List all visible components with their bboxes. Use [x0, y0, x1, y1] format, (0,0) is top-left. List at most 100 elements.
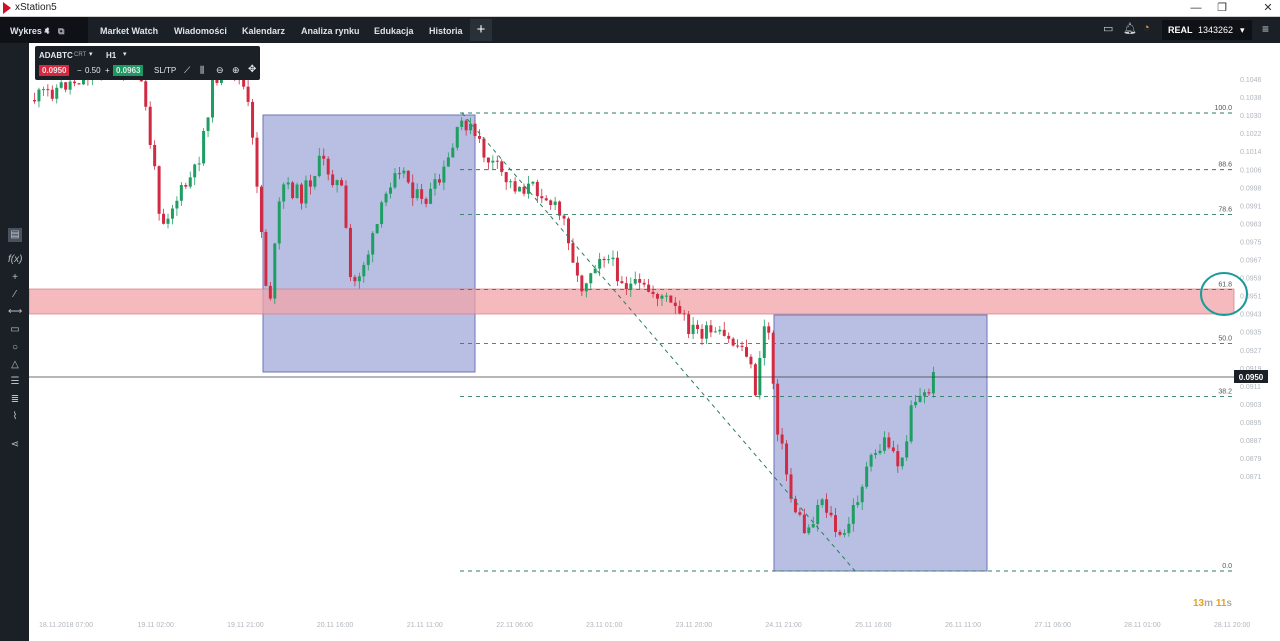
add-tab-button[interactable]: +	[470, 19, 492, 41]
candle-up	[68, 81, 72, 90]
candle-up	[59, 82, 63, 88]
line-chart-icon[interactable]: ⟋	[184, 65, 191, 75]
chevron-down-icon: ▾	[1240, 25, 1245, 35]
price-tick-label: 0.0919	[1240, 366, 1262, 373]
tab-market-watch[interactable]: Market Watch	[100, 26, 159, 36]
account-selector[interactable]: REAL 1343262 ▾	[1162, 20, 1252, 40]
triangle-icon[interactable]: △	[11, 359, 19, 370]
candle-up	[389, 187, 392, 194]
crosshair-icon[interactable]: +	[12, 272, 18, 283]
candle-down	[264, 232, 268, 286]
time-tick-label: 27.11 06:00	[1034, 622, 1071, 629]
candle-up	[811, 523, 815, 528]
price-tick-label: 0.1006	[1240, 167, 1262, 174]
sell-price-button[interactable]: 0.0950	[39, 65, 70, 76]
candle-up	[713, 331, 717, 333]
candle-down	[495, 160, 499, 162]
tab-market-analysis[interactable]: Analiza rynku	[301, 26, 360, 36]
candle-up	[295, 184, 299, 199]
menu-icon[interactable]: ≡	[1262, 22, 1270, 36]
price-tick-label: 0.0927	[1240, 348, 1262, 355]
tab-history[interactable]: Historia	[429, 26, 463, 36]
price-tick-label: 0.1030	[1240, 113, 1262, 120]
close-button[interactable]: ✕	[1263, 2, 1273, 14]
price-chart[interactable]: 0.1046 0.1038 0.1030 0.1022 0.1014 0.1006 0.09…	[29, 43, 1280, 641]
candle-down	[540, 196, 544, 199]
pattern-icon[interactable]: ⌇	[12, 411, 18, 422]
timeframe-label[interactable]: H1	[106, 51, 117, 60]
candle-up	[860, 486, 864, 503]
price-tick-label: 0.0998	[1240, 185, 1262, 192]
tab-calendar[interactable]: Kalendarz	[242, 26, 286, 36]
candle-up	[660, 295, 664, 299]
candle-down	[326, 158, 330, 175]
move-icon[interactable]: ✥	[248, 64, 257, 75]
bell-icon[interactable]: 🔔︎	[1123, 23, 1137, 35]
highlight-circle	[1200, 272, 1248, 316]
candle-up	[900, 457, 904, 467]
candles-icon[interactable]: ⫼	[200, 65, 205, 75]
price-tick-label: 0.0887	[1240, 438, 1262, 445]
resistance-zone[interactable]	[29, 288, 1235, 315]
fibonacci-icon[interactable]: ☰	[10, 376, 20, 387]
horizontal-line-icon[interactable]: ⟷	[8, 306, 23, 317]
buy-price-button[interactable]: 0.0963	[113, 65, 144, 76]
range-box-left[interactable]	[262, 114, 476, 373]
minimize-button[interactable]: —	[1190, 2, 1202, 14]
share-icon[interactable]: ⋖	[10, 439, 20, 450]
tab-news[interactable]: Wiadomości	[174, 26, 227, 36]
candle-down	[184, 184, 188, 187]
candle-up	[384, 193, 388, 203]
instrument-panel: ADABTC CRT ▾ H1 ▾ 0.0950 − 0.50 + 0.0963…	[35, 46, 260, 80]
fib-level-label: 50.0	[1218, 336, 1232, 343]
zoom-in-icon[interactable]: ⊕	[232, 65, 240, 75]
candle-down	[749, 356, 753, 365]
candle-down	[656, 294, 659, 299]
candle-down	[673, 302, 677, 307]
trendline-icon[interactable]: ⁄	[14, 289, 16, 300]
chevron-down-icon[interactable]: ▾	[89, 51, 93, 58]
candle-down	[736, 345, 740, 347]
chevron-down-icon[interactable]: ▾	[123, 51, 127, 58]
restore-button[interactable]: ❐	[1217, 2, 1227, 14]
time-tick-label: 21.11 11:00	[407, 622, 443, 629]
price-tick-label: 0.0959	[1240, 276, 1262, 283]
indicator-panel-icon[interactable]: ▤	[8, 228, 22, 242]
time-tick-label: 23.11 01:00	[586, 622, 623, 629]
spread-label: 0.50	[85, 66, 101, 75]
zoom-out-icon[interactable]: ⊖	[216, 65, 224, 75]
price-tick-label: 0.0983	[1240, 221, 1262, 228]
candle-down	[544, 198, 548, 201]
candle-down	[700, 329, 704, 339]
candle-down	[620, 281, 624, 284]
layout-icon[interactable]: ▭	[1103, 23, 1114, 35]
candle-down	[157, 166, 161, 214]
candle-down	[669, 295, 673, 303]
price-tick-label: 0.0935	[1240, 330, 1262, 337]
function-icon[interactable]: f(x)	[8, 254, 23, 265]
account-type: REAL	[1168, 25, 1193, 35]
ellipse-icon[interactable]: ○	[11, 342, 19, 353]
spread-plus-label[interactable]: +	[105, 66, 110, 75]
tab-chart[interactable]: Wykres 4 ▾ ⧉	[0, 17, 88, 43]
candle-down	[437, 179, 441, 183]
spread-minus-label[interactable]: −	[77, 66, 82, 75]
candle-up	[851, 505, 855, 524]
rectangle-icon[interactable]: ▭	[10, 324, 20, 335]
candle-down	[464, 120, 468, 131]
candle-up	[402, 170, 406, 174]
symbol-label[interactable]: ADABTC	[39, 51, 73, 60]
candle-up	[282, 184, 286, 202]
tab-education[interactable]: Edukacja	[374, 26, 414, 36]
chevron-down-icon[interactable]: ▾	[45, 26, 50, 35]
range-box-right[interactable]	[773, 314, 988, 572]
candle-up	[170, 208, 174, 219]
candle-up	[357, 276, 361, 282]
fib-fan-icon[interactable]: ≣	[10, 394, 20, 405]
price-tick-label: 0.0879	[1240, 456, 1262, 463]
candle-up	[442, 166, 446, 183]
sltp-button[interactable]: SL/TP	[154, 66, 177, 75]
candle-down	[340, 180, 344, 186]
candle-down	[722, 329, 726, 336]
detach-icon[interactable]: ⧉	[58, 26, 65, 36]
